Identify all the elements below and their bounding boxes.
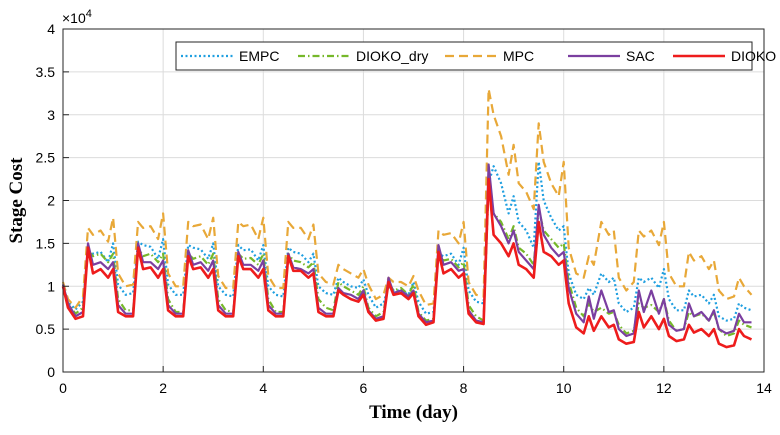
y-tick-label: 1.5 — [36, 235, 56, 251]
x-tick-label: 8 — [460, 380, 468, 396]
y-tick-label: 1 — [47, 278, 55, 294]
y-tick-labels: 0 0.5 1 1.5 2 2.5 3 3.5 4 — [36, 21, 56, 380]
y-axis-label: Stage Cost — [6, 157, 27, 244]
y-tick-label: 0 — [47, 364, 55, 380]
x-tick-labels: 0 2 4 6 8 10 12 14 — [59, 380, 772, 396]
y-tick-label: 3 — [47, 107, 55, 123]
x-tick-label: 12 — [656, 380, 672, 396]
y-multiplier-base: ×10 — [62, 10, 86, 26]
x-tick-label: 14 — [756, 380, 772, 396]
legend-label: DIOKO — [731, 48, 776, 64]
legend-label: SAC — [626, 48, 655, 64]
series-line-sac — [61, 163, 752, 338]
x-tick-label: 2 — [159, 380, 167, 396]
y-tick-label: 2 — [47, 193, 55, 209]
x-axis-label: Time (day) — [369, 402, 458, 423]
y-tick-label: 3.5 — [36, 64, 56, 80]
y-tick-label: 0.5 — [36, 321, 56, 337]
series-layer — [61, 87, 753, 349]
x-tick-label: 4 — [259, 380, 267, 396]
y-tick-label: 4 — [47, 21, 55, 37]
axis-ticks — [62, 28, 765, 373]
x-tick-label: 10 — [556, 380, 572, 396]
x-tick-label: 0 — [59, 380, 67, 396]
series-line-mpc — [61, 87, 753, 309]
legend: EMPC DIOKO_dry MPC SAC DIOKO — [175, 41, 776, 71]
x-tick-label: 6 — [360, 380, 368, 396]
series-line-empc — [61, 160, 752, 322]
y-multiplier-label: ×104 — [62, 8, 92, 26]
legend-label: EMPC — [239, 48, 279, 64]
series-line-dioko — [61, 177, 753, 349]
y-tick-label: 2.5 — [36, 150, 56, 166]
legend-label: DIOKO_dry — [356, 48, 428, 64]
y-multiplier-exponent: 4 — [86, 8, 92, 20]
legend-label: MPC — [503, 48, 534, 64]
